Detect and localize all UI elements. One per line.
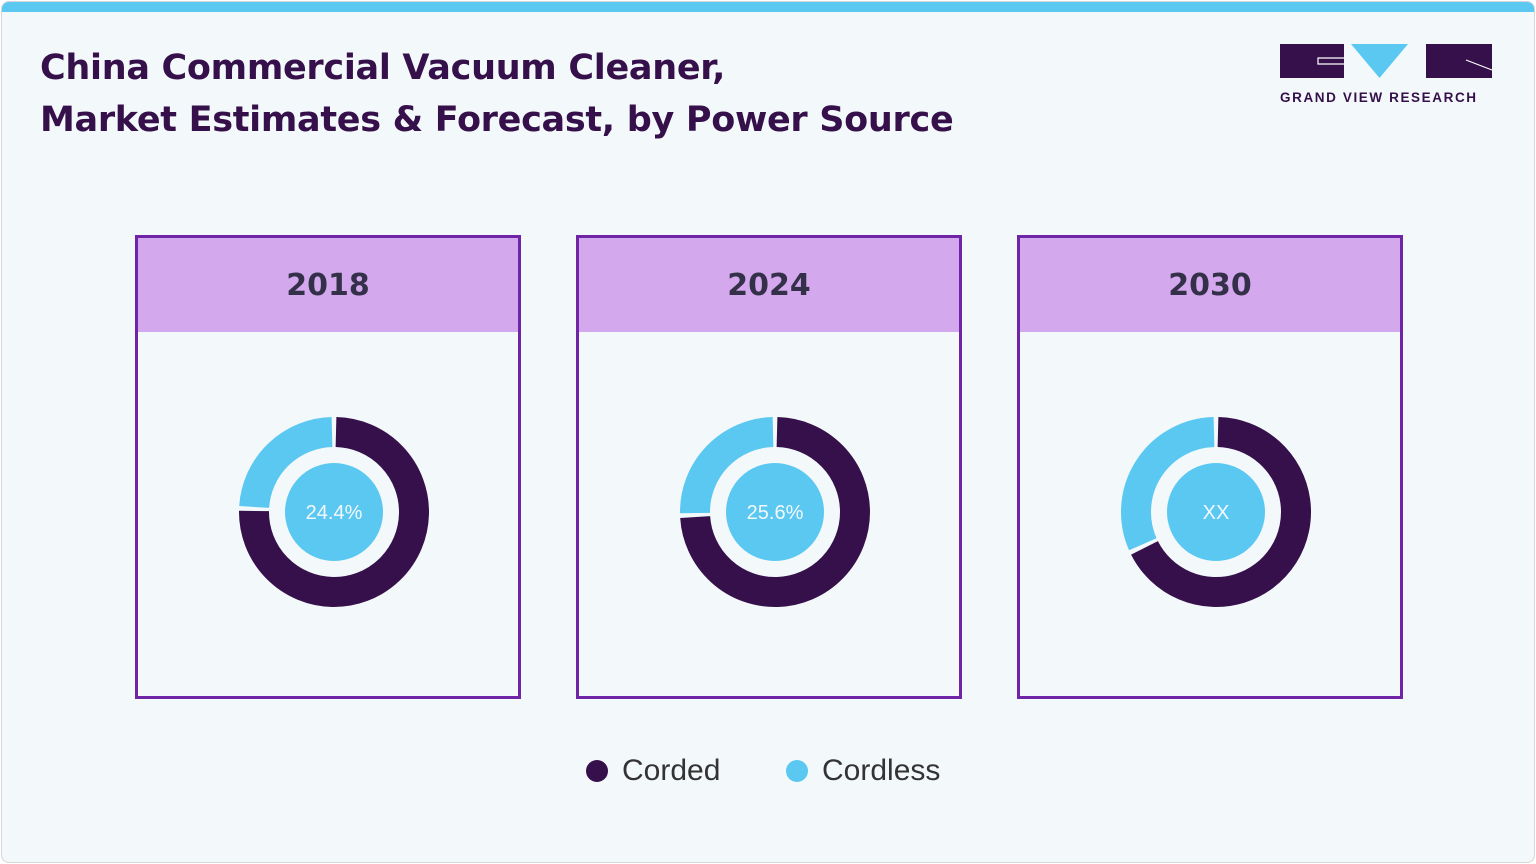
center-circle [1167, 463, 1265, 561]
accent-bar [2, 2, 1534, 12]
donut-slice-cordless [1121, 417, 1215, 551]
panel-year-label: 2030 [1020, 238, 1400, 332]
donut-slice-corded [239, 417, 429, 607]
panel-2030: 2030 XX [1017, 235, 1403, 699]
center-label: 24.4% [306, 502, 363, 524]
donut-slice-cordless [680, 417, 774, 514]
gvr-logo-icon [1280, 44, 1493, 78]
legend-swatch-corded [586, 760, 608, 782]
donut-slice-corded [1131, 417, 1311, 607]
logo-text: GRAND VIEW RESEARCH [1280, 90, 1478, 105]
legend-label-corded: Corded [622, 754, 721, 787]
legend-swatch-cordless [786, 760, 808, 782]
center-label: 25.6% [747, 502, 804, 524]
center-circle [726, 463, 824, 561]
panel-year-label: 2018 [138, 238, 518, 332]
chart-title: China Commercial Vacuum Cleaner, Market … [40, 42, 954, 146]
title-line-1: China Commercial Vacuum Cleaner, [40, 48, 726, 88]
center-circle [285, 463, 383, 561]
donut-slice-cordless [239, 417, 333, 509]
title-line-2: Market Estimates & Forecast, by Power So… [40, 100, 954, 140]
gvr-logo: GRAND VIEW RESEARCH [1280, 44, 1494, 108]
panel-2024: 2024 25.6% [576, 235, 962, 699]
legend-item-cordless: Cordless [786, 754, 940, 788]
legend-label-cordless: Cordless [822, 754, 941, 787]
panel-year-label: 2024 [579, 238, 959, 332]
center-label: XX [1203, 502, 1230, 524]
donut-chart: 24.4% [239, 417, 429, 607]
legend-item-corded: Corded [586, 754, 720, 788]
donut-chart: 25.6% [680, 417, 870, 607]
donut-slice-corded [680, 417, 870, 607]
donut-chart: XX [1121, 417, 1311, 607]
panel-2018: 2018 24.4% [135, 235, 521, 699]
